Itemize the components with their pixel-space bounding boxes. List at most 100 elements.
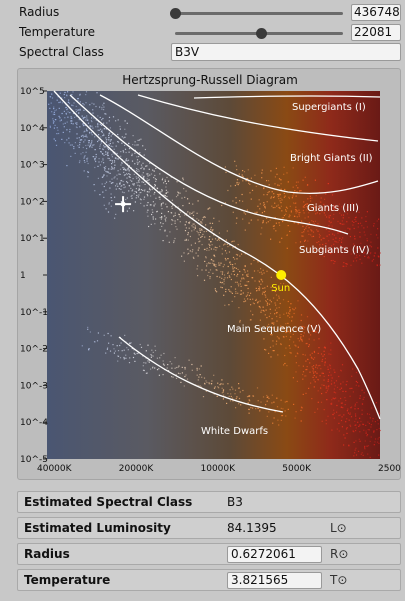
star-dot (259, 306, 261, 308)
star-dot (221, 277, 223, 279)
star-dot (146, 191, 148, 193)
star-dot (171, 199, 173, 201)
star-dot (319, 213, 321, 215)
star-dot (261, 169, 263, 171)
star-dot (364, 448, 366, 450)
star-dot (89, 125, 91, 127)
star-dot (354, 413, 357, 415)
star-dot (292, 186, 294, 188)
star-dot (377, 247, 379, 249)
star-dot (115, 145, 117, 147)
spectral-class-field[interactable]: B3V (171, 43, 401, 61)
temperature-slider[interactable] (175, 28, 343, 39)
star-dot (279, 193, 281, 195)
star-dot (151, 209, 153, 211)
star-dot (315, 208, 317, 210)
x-tick-label: 40000K (37, 464, 73, 474)
y-tick-label: 10^-4 (20, 418, 48, 428)
star-dot (356, 254, 358, 256)
star-dot (317, 379, 319, 381)
star-dot (222, 391, 224, 393)
star-dot (192, 226, 194, 228)
star-dot (122, 180, 124, 183)
star-dot (261, 273, 263, 275)
star-dot (199, 222, 201, 224)
star-dot (210, 258, 213, 261)
star-dot (271, 322, 273, 324)
star-dot (120, 151, 122, 153)
star-dot (155, 218, 157, 220)
star-dot (202, 233, 204, 235)
star-dot (125, 151, 127, 154)
star-dot (113, 177, 115, 179)
star-dot (366, 240, 368, 242)
star-dot (192, 217, 194, 219)
star-dot (227, 265, 229, 268)
star-dot (260, 271, 262, 273)
star-dot (230, 273, 233, 275)
star-dot (361, 225, 363, 227)
star-dot (248, 281, 250, 283)
star-dot (94, 159, 96, 161)
star-dot (265, 296, 267, 298)
star-dot (159, 173, 161, 175)
star-dot (131, 180, 133, 182)
star-dot (377, 441, 379, 443)
star-dot (318, 241, 320, 243)
star-dot (117, 119, 119, 121)
star-dot (104, 169, 106, 171)
star-dot (105, 139, 107, 141)
star-dot (127, 159, 130, 161)
star-dot (287, 225, 289, 227)
selected-star-crosshair[interactable] (115, 196, 132, 213)
star-dot (222, 281, 224, 284)
star-dot (206, 247, 208, 249)
temperature-info-field[interactable]: 3.821565 (227, 572, 322, 589)
radius-info-field[interactable]: 0.6272061 (227, 546, 322, 563)
radius-slider[interactable] (170, 8, 343, 19)
star-dot (334, 385, 336, 387)
star-dot (161, 208, 163, 210)
hr-diagram-chart[interactable]: Supergiants (I) Bright Giants (II) Giant… (18, 69, 402, 481)
radius-value-field[interactable]: 436748 (351, 4, 401, 21)
star-dot (361, 403, 364, 405)
star-dot (313, 339, 315, 341)
star-dot (377, 237, 379, 239)
x-tick-label: 20000K (119, 464, 155, 474)
radius-slider-thumb[interactable] (170, 8, 181, 19)
star-dot (159, 191, 161, 193)
star-dot (342, 214, 345, 216)
star-dot (108, 120, 110, 122)
star-dot (75, 126, 77, 128)
star-dot (350, 416, 353, 418)
star-dot (146, 180, 148, 182)
star-dot (294, 190, 296, 192)
star-dot (103, 122, 105, 124)
temperature-value-field[interactable]: 22081 (351, 24, 401, 41)
star-dot (154, 185, 156, 187)
star-dot (77, 109, 79, 111)
star-dot (272, 207, 274, 209)
star-dot (328, 215, 330, 217)
star-dot (354, 403, 356, 405)
star-dot (67, 111, 69, 113)
star-dot (210, 228, 212, 230)
star-dot (57, 96, 59, 98)
temperature-slider-thumb[interactable] (255, 28, 267, 39)
star-dot (99, 194, 101, 196)
star-dot (345, 390, 347, 393)
star-dot (363, 396, 365, 398)
star-dot (307, 240, 309, 242)
star-dot (185, 190, 187, 192)
star-dot (329, 364, 331, 366)
star-dot (205, 230, 208, 232)
star-dot (152, 367, 154, 369)
star-dot (102, 153, 104, 155)
star-dot (379, 429, 381, 432)
star-dot (100, 142, 102, 144)
star-dot (321, 384, 323, 386)
star-dot (207, 208, 209, 210)
star-dot (280, 183, 282, 185)
star-dot (82, 134, 84, 136)
star-dot (246, 275, 248, 277)
